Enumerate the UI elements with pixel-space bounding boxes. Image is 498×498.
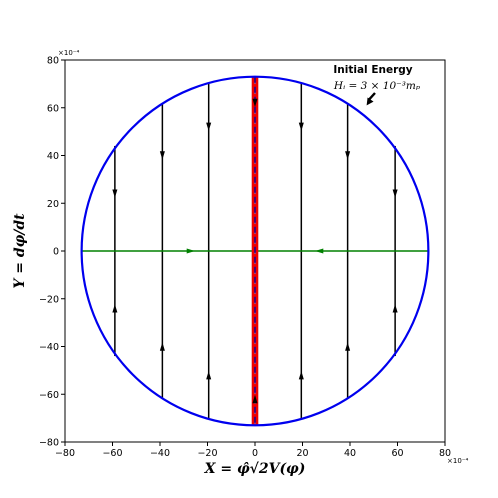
y-tick-label: −20: [39, 294, 59, 305]
y-tick-label: 20: [47, 199, 59, 210]
y-tick-label: −60: [39, 390, 59, 401]
trajectory-arrow: [392, 304, 398, 313]
trajectory-arrow: [392, 189, 398, 198]
trajectory-arrow: [345, 151, 351, 160]
y-tick-label: −80: [39, 438, 59, 449]
axis-ticks: −80 −60 −40 −20 0 20 40 60 80 −80 −60 −40 −20 0 20 40 60…: [39, 56, 451, 460]
y-scale-note: ×10⁻⁴: [58, 49, 79, 57]
y-axis-label: Y = dφ/dt: [12, 213, 28, 289]
x-tick-label: 0: [252, 448, 258, 459]
trajectory-arrow: [206, 370, 212, 380]
horizontal-arrow: [186, 248, 196, 254]
trajectory-arrow: [206, 122, 212, 132]
x-tick-label: −80: [55, 448, 75, 459]
plot-area: [80, 75, 430, 427]
y-tick-label: 80: [47, 56, 59, 67]
x-tick-label: −60: [102, 448, 122, 459]
y-tick-label: 60: [47, 103, 59, 114]
x-tick-label: 20: [296, 448, 308, 459]
x-tick-label: −40: [150, 448, 170, 459]
y-tick-label: −40: [39, 342, 59, 353]
y-tick-label: 40: [47, 151, 59, 162]
central-arrow: [252, 394, 258, 404]
trajectory-arrow: [112, 304, 118, 313]
annotation-arrow-shaft: [367, 92, 376, 101]
x-tick-label: −20: [197, 448, 217, 459]
trajectory-arrow: [345, 342, 351, 351]
x-tick-label: 80: [439, 448, 451, 459]
energy-circle: [80, 75, 430, 427]
trajectory-arrow: [112, 189, 118, 198]
annotation-title: Initial Energy: [333, 64, 412, 76]
initial-energy-annotation: Initial Energy Hᵢ = 3 × 10⁻³mₚ: [333, 64, 420, 106]
x-tick-label: 60: [391, 448, 403, 459]
y-tick-label: 0: [53, 247, 59, 258]
x-tick-label: 40: [344, 448, 356, 459]
horizontal-arrow: [314, 248, 324, 254]
trajectory-arrow: [159, 342, 165, 351]
x-scale-note: ×10⁻⁴: [447, 457, 468, 465]
trajectory-arrow: [159, 151, 165, 160]
central-arrow: [252, 98, 258, 108]
annotation-equation: Hᵢ = 3 × 10⁻³mₚ: [333, 80, 420, 92]
x-axis-label: X = φ̂√2V(φ): [204, 461, 306, 477]
trajectory-arrow: [298, 370, 304, 380]
annotation-arrow-head: [366, 97, 374, 106]
trajectory-arrow: [298, 122, 304, 132]
